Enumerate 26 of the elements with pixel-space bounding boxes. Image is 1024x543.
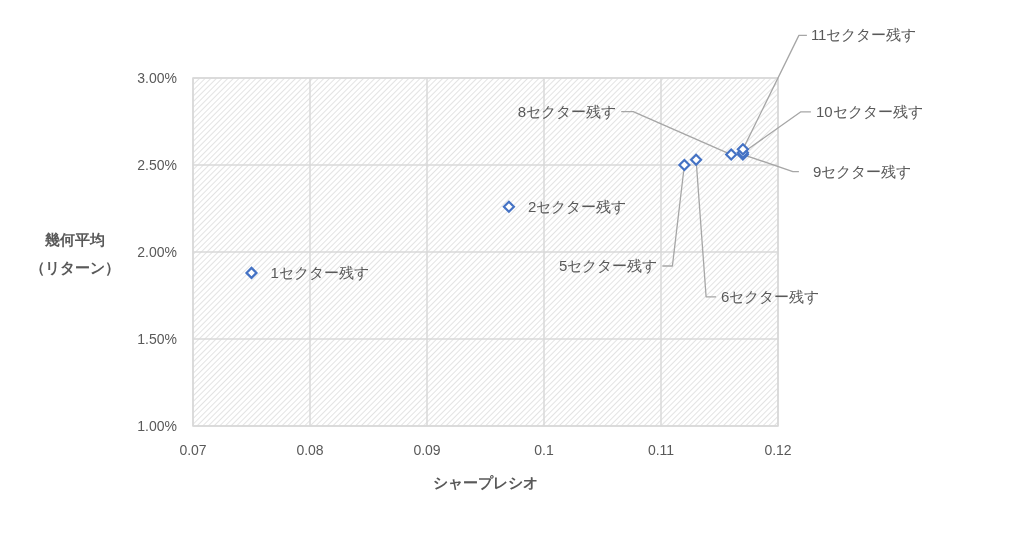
annotation: 11セクター残す [810, 26, 917, 44]
x-tick-label: 0.11 [647, 442, 675, 458]
x-tick-label: 0.07 [179, 442, 207, 458]
point [725, 148, 738, 161]
point [245, 266, 258, 279]
annotation: 5セクター残す [559, 257, 658, 274]
annotation: 9セクター残す [812, 162, 912, 180]
y-axis-title: 幾何平均（リターン） [29, 230, 121, 278]
x-tick-label: 0.08 [296, 442, 324, 458]
y-tick-label: 1.50% [137, 331, 177, 347]
y-tick-label: 3.00% [137, 70, 177, 86]
y-tick-label: 2.00% [137, 244, 177, 260]
annotation: 8セクター残す [517, 102, 617, 120]
annotation: 10セクター残す [815, 102, 923, 120]
x-tick-label: 0.12 [764, 442, 792, 458]
annotation: 1セクター残す [270, 263, 369, 281]
point [690, 153, 703, 166]
y-tick-label: 1.00% [137, 418, 177, 434]
point [678, 158, 691, 172]
x-tick-label: 0.1 [534, 442, 554, 458]
annotation: 6セクター残す [721, 287, 820, 305]
x-axis-title: シャープレシオ [433, 474, 538, 491]
x-tick-label: 0.09 [413, 442, 441, 458]
annotation: 2セクター残す [527, 197, 627, 215]
point [502, 200, 515, 213]
y-tick-label: 2.50% [137, 157, 177, 173]
